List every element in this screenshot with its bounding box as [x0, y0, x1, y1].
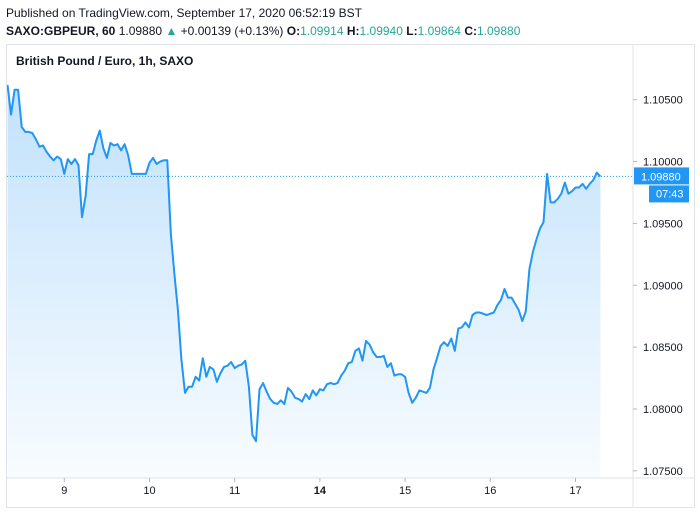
open-value: 1.09914: [300, 24, 344, 38]
y-tick-label: 1.10000: [643, 157, 683, 169]
high-label: H:: [346, 24, 360, 38]
price-line: [6, 84, 602, 443]
x-tick-label: 11: [229, 485, 240, 497]
high-value: 1.09940: [359, 24, 403, 38]
countdown-badge: [649, 185, 689, 203]
close-label: C:: [464, 24, 477, 38]
change-up-arrow-icon: ▲: [165, 24, 178, 38]
price-area-fill: [7, 84, 601, 479]
x-tick-label: 9: [61, 485, 67, 497]
y-tick-label: 1.07500: [643, 466, 683, 478]
y-tick-label: 1.09500: [643, 218, 683, 230]
last-price-badge: [634, 167, 689, 185]
x-tick-label: 15: [399, 485, 411, 497]
price-chart[interactable]: British Pound / Euro, 1h, SAXO 1.07500 1.…: [6, 45, 694, 507]
last-price: 1.09880: [118, 24, 163, 38]
chart-panel[interactable]: British Pound / Euro, 1h, SAXO 1.07500 1.…: [6, 44, 695, 508]
quote-bar: SAXO:GBPEUR, 60 1.09880 ▲ +0.00139 (+0.1…: [6, 24, 520, 38]
close-value: 1.09880: [476, 24, 521, 38]
chart-title: British Pound / Euro, 1h, SAXO: [16, 54, 193, 68]
y-tick-label: 1.09000: [643, 280, 683, 292]
low-value: 1.09864: [417, 24, 461, 38]
last-price-badge-label: 1.09880: [641, 171, 681, 183]
x-tick-label: 10: [143, 485, 155, 497]
low-label: L:: [406, 24, 418, 38]
x-tick-label: 17: [569, 485, 581, 497]
y-tick-label: 1.08000: [643, 404, 683, 416]
symbol-label: SAXO:GBPEUR, 60: [6, 24, 116, 38]
open-label: O:: [286, 24, 301, 38]
x-tick-label: 16: [484, 485, 496, 497]
y-tick-label: 1.10500: [643, 95, 683, 107]
price-change: +0.00139 (+0.13%): [180, 24, 284, 38]
y-tick-label: 1.08500: [643, 342, 683, 354]
x-tick-label: 14: [314, 485, 327, 497]
countdown-badge-label: 07:43: [656, 188, 684, 200]
published-caption: Published on TradingView.com, September …: [6, 6, 363, 20]
